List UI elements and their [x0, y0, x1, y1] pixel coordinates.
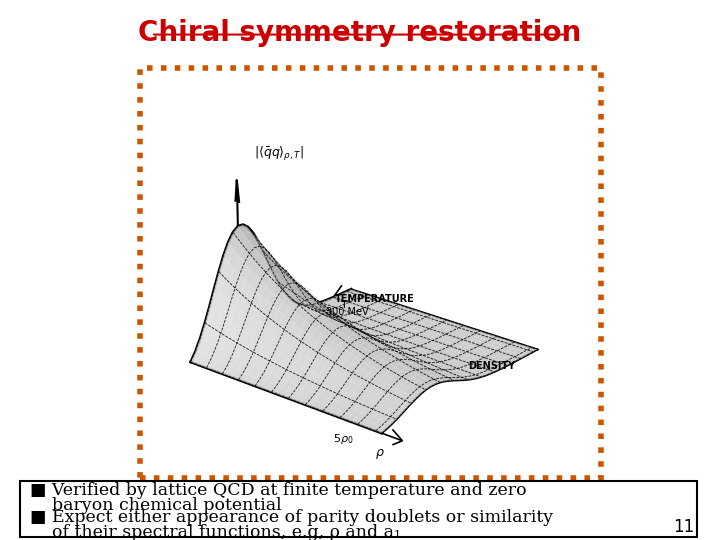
Text: 11: 11 [673, 518, 695, 536]
Text: baryon chemical potential: baryon chemical potential [30, 497, 282, 514]
Text: ■ Expect either appearance of parity doublets or similarity: ■ Expect either appearance of parity dou… [30, 509, 554, 525]
Text: of their spectral functions, e.g, ρ and a₁: of their spectral functions, e.g, ρ and … [30, 524, 401, 540]
Text: Chiral symmetry restoration: Chiral symmetry restoration [138, 19, 582, 47]
Text: ■ Verified by lattice QCD at finite temperature and zero: ■ Verified by lattice QCD at finite temp… [30, 482, 527, 498]
